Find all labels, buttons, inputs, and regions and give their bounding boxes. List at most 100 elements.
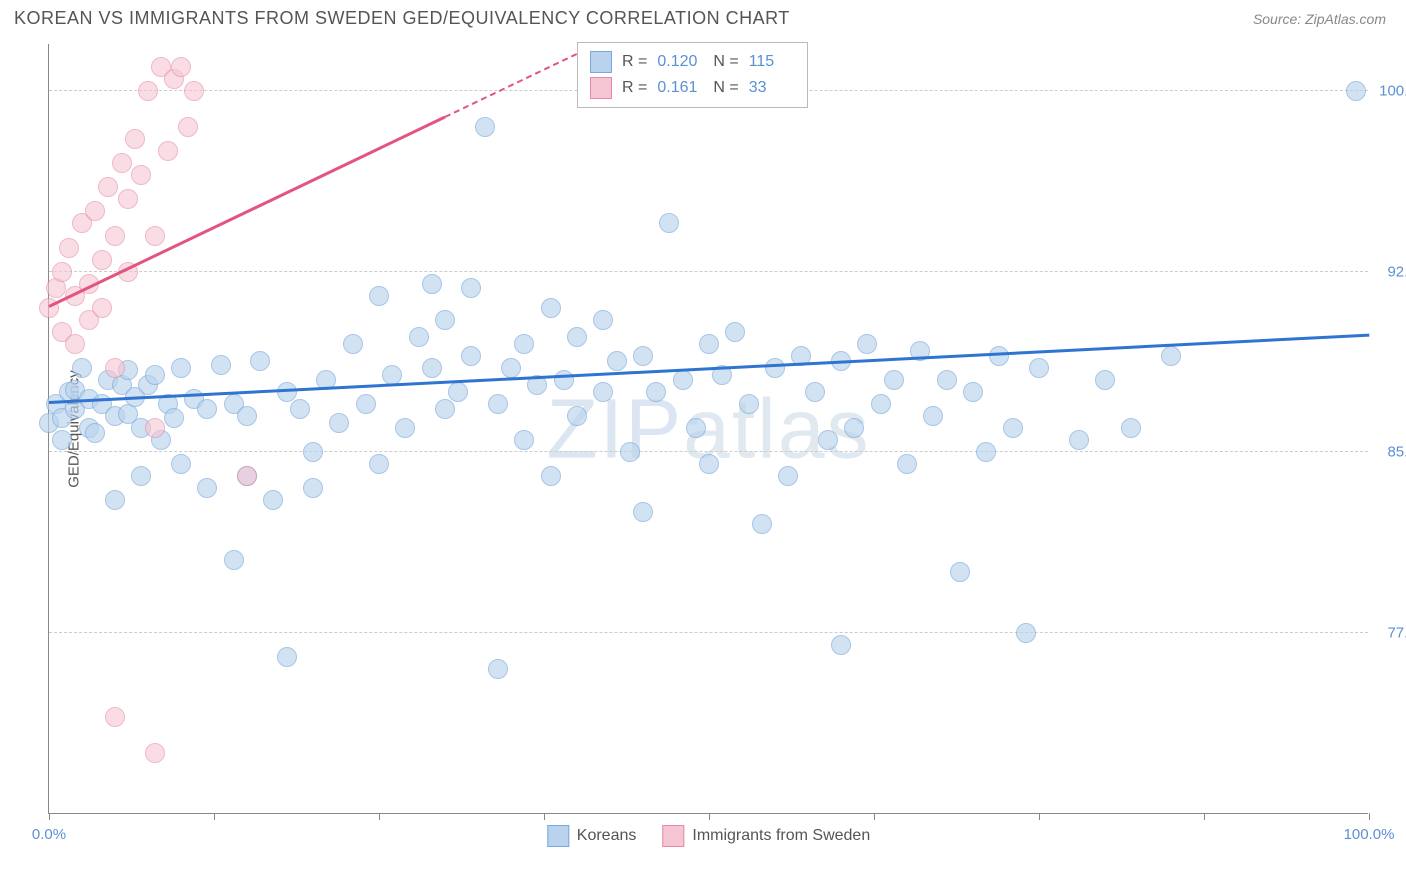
scatter-point-sweden — [158, 141, 178, 161]
x-tick — [49, 813, 50, 820]
scatter-point-koreans — [857, 334, 877, 354]
scatter-point-koreans — [356, 394, 376, 414]
legend-r-value: 0.120 — [657, 53, 703, 71]
scatter-point-koreans — [303, 478, 323, 498]
series-legend-label: Immigrants from Sweden — [692, 827, 870, 845]
scatter-point-koreans — [541, 466, 561, 486]
scatter-point-koreans — [765, 358, 785, 378]
scatter-point-koreans — [303, 442, 323, 462]
scatter-point-sweden — [65, 334, 85, 354]
x-tick — [1204, 813, 1205, 820]
scatter-point-sweden — [237, 466, 257, 486]
scatter-point-sweden — [138, 81, 158, 101]
legend-swatch — [547, 825, 569, 847]
legend-n-label: N = — [713, 79, 738, 97]
scatter-point-koreans — [646, 382, 666, 402]
scatter-point-koreans — [633, 346, 653, 366]
scatter-point-koreans — [131, 466, 151, 486]
scatter-point-koreans — [673, 370, 693, 390]
scatter-point-koreans — [514, 334, 534, 354]
scatter-point-koreans — [541, 298, 561, 318]
scatter-point-koreans — [593, 382, 613, 402]
stats-legend-row: R =0.161N =33 — [590, 75, 795, 101]
scatter-point-koreans — [1121, 418, 1141, 438]
scatter-point-koreans — [818, 430, 838, 450]
stats-legend: R =0.120N =115R =0.161N =33 — [577, 42, 808, 108]
scatter-point-koreans — [633, 502, 653, 522]
scatter-point-koreans — [659, 213, 679, 233]
scatter-point-koreans — [435, 399, 455, 419]
scatter-point-sweden — [184, 81, 204, 101]
scatter-point-koreans — [739, 394, 759, 414]
scatter-point-koreans — [277, 647, 297, 667]
scatter-point-koreans — [197, 478, 217, 498]
scatter-point-koreans — [897, 454, 917, 474]
scatter-point-sweden — [131, 165, 151, 185]
x-tick — [379, 813, 380, 820]
series-legend: Koreans Immigrants from Sweden — [547, 825, 870, 847]
scatter-point-koreans — [85, 423, 105, 443]
scatter-point-koreans — [197, 399, 217, 419]
scatter-point-koreans — [923, 406, 943, 426]
scatter-point-koreans — [686, 418, 706, 438]
scatter-point-koreans — [593, 310, 613, 330]
gridline — [49, 271, 1368, 272]
scatter-point-koreans — [950, 562, 970, 582]
scatter-point-koreans — [554, 370, 574, 390]
scatter-point-koreans — [805, 382, 825, 402]
scatter-point-koreans — [290, 399, 310, 419]
gridline — [49, 451, 1368, 452]
scatter-point-koreans — [422, 274, 442, 294]
scatter-point-koreans — [1095, 370, 1115, 390]
scatter-point-koreans — [725, 322, 745, 342]
scatter-point-koreans — [567, 406, 587, 426]
scatter-point-koreans — [937, 370, 957, 390]
scatter-point-sweden — [105, 226, 125, 246]
scatter-point-koreans — [171, 358, 191, 378]
x-tick — [214, 813, 215, 820]
scatter-point-koreans — [475, 117, 495, 137]
scatter-point-koreans — [145, 365, 165, 385]
x-tick-label: 100.0% — [1344, 826, 1395, 843]
scatter-point-koreans — [567, 327, 587, 347]
scatter-point-koreans — [871, 394, 891, 414]
scatter-point-koreans — [752, 514, 772, 534]
scatter-chart: GED/Equivalency ZIPatlas 77.5%85.0%92.5%… — [48, 44, 1368, 814]
series-legend-item: Koreans — [547, 825, 637, 847]
scatter-point-koreans — [844, 418, 864, 438]
scatter-point-koreans — [171, 454, 191, 474]
series-legend-item: Immigrants from Sweden — [662, 825, 870, 847]
x-tick — [709, 813, 710, 820]
scatter-point-sweden — [112, 153, 132, 173]
trend-line — [445, 53, 578, 118]
scatter-point-koreans — [72, 358, 92, 378]
scatter-point-koreans — [435, 310, 455, 330]
x-tick — [1039, 813, 1040, 820]
scatter-point-sweden — [145, 743, 165, 763]
y-tick-label: 85.0% — [1372, 444, 1406, 461]
scatter-point-koreans — [329, 413, 349, 433]
scatter-point-koreans — [620, 442, 640, 462]
scatter-point-sweden — [105, 358, 125, 378]
scatter-point-sweden — [59, 238, 79, 258]
scatter-point-sweden — [125, 129, 145, 149]
scatter-point-koreans — [1069, 430, 1089, 450]
scatter-point-koreans — [1346, 81, 1366, 101]
scatter-point-koreans — [369, 286, 389, 306]
scatter-point-sweden — [85, 201, 105, 221]
x-tick-label: 0.0% — [32, 826, 66, 843]
scatter-point-koreans — [514, 430, 534, 450]
gridline — [49, 632, 1368, 633]
scatter-point-koreans — [461, 278, 481, 298]
scatter-point-koreans — [237, 406, 257, 426]
scatter-point-koreans — [211, 355, 231, 375]
scatter-point-koreans — [831, 635, 851, 655]
scatter-point-koreans — [1161, 346, 1181, 366]
scatter-point-koreans — [699, 454, 719, 474]
scatter-point-koreans — [409, 327, 429, 347]
scatter-point-sweden — [171, 57, 191, 77]
scatter-point-sweden — [92, 250, 112, 270]
scatter-point-koreans — [369, 454, 389, 474]
scatter-point-koreans — [382, 365, 402, 385]
y-tick-label: 92.5% — [1372, 263, 1406, 280]
